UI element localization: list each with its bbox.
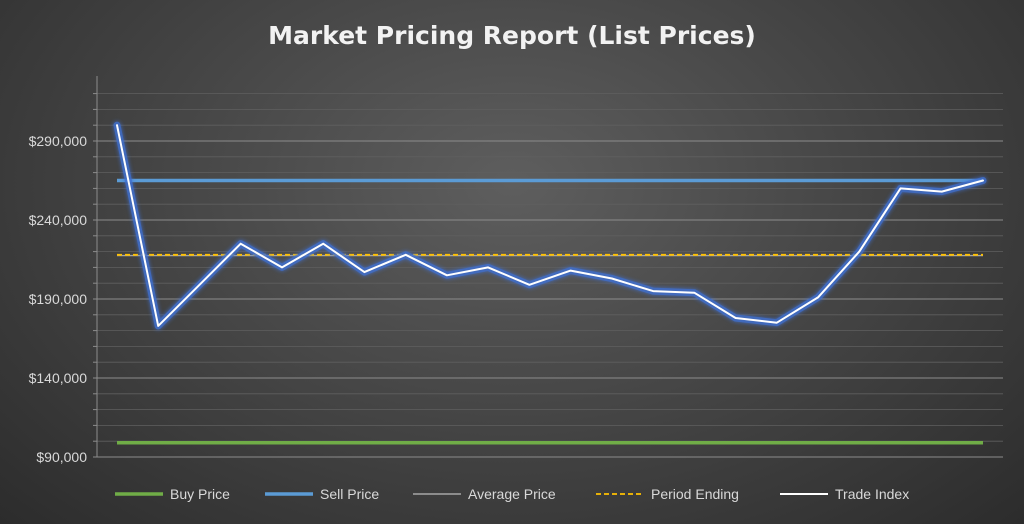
legend-item-buy-price: Buy Price	[115, 486, 230, 502]
legend: Buy Price Sell Price Average Price Period E…	[115, 486, 909, 502]
series-lines	[113, 121, 987, 445]
legend-label: Sell Price	[320, 486, 379, 502]
legend-item-sell-price: Sell Price	[265, 486, 379, 502]
legend-label: Buy Price	[170, 486, 230, 502]
legend-item-period-ending: Period Ending	[596, 486, 739, 502]
gridlines	[97, 93, 1003, 458]
y-tick-label: $290,000	[29, 133, 88, 149]
legend-label: Trade Index	[835, 486, 909, 502]
legend-label: Period Ending	[651, 486, 739, 502]
legend-item-average-price: Average Price	[413, 486, 556, 502]
y-tick-label: $240,000	[29, 212, 88, 228]
y-tick-label: $140,000	[29, 370, 88, 386]
chart-title: Market Pricing Report (List Prices)	[268, 21, 756, 50]
y-tick-label: $190,000	[29, 291, 88, 307]
series-trade-index	[113, 121, 987, 330]
trade-index-glow	[113, 121, 987, 330]
y-tick-label: $90,000	[36, 449, 87, 465]
y-axis: $90,000 $140,000 $190,000 $240,000 $290,000	[29, 76, 98, 465]
legend-label: Average Price	[468, 486, 556, 502]
trade-index-line	[116, 124, 984, 327]
legend-item-trade-index: Trade Index	[780, 486, 909, 502]
